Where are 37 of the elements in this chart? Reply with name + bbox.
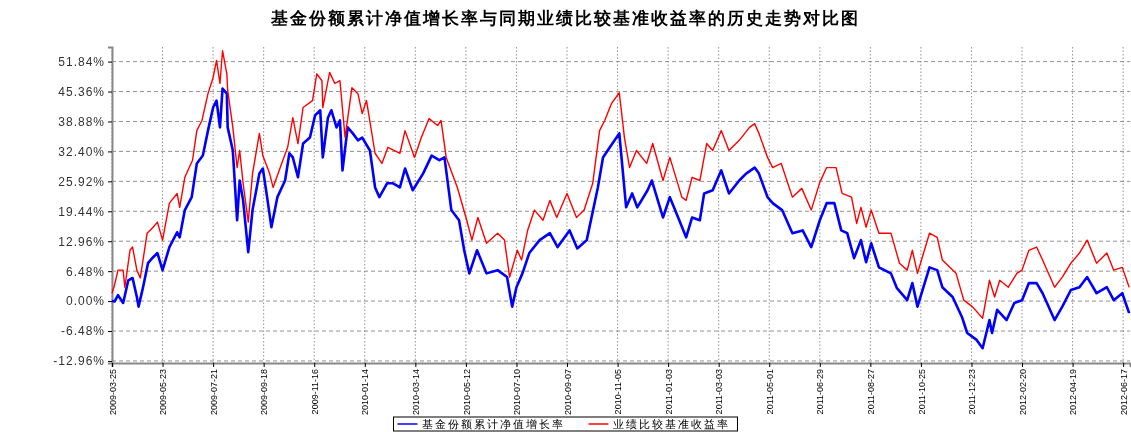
y-tick-label: 25.92% <box>58 174 105 189</box>
chart-title: 基金份额累计净值增长率与同期业绩比较基准收益率的历史走势对比图 <box>270 8 860 28</box>
x-tick-label: 2010-11-05 <box>613 369 624 415</box>
x-tick-label: 2011-05-01 <box>764 369 775 415</box>
x-tick-label: 2010-05-12 <box>461 369 472 416</box>
legend-label: 基金份额累计净值增长率 <box>421 418 565 431</box>
y-tick-label: 19.44% <box>58 204 105 219</box>
x-tick-label: 2010-09-07 <box>562 369 573 416</box>
x-tick-label: 2009-09-18 <box>259 369 270 416</box>
x-tick-label: 2011-10-25 <box>916 369 927 415</box>
line-series <box>111 50 1130 319</box>
x-tick-label: 2011-03-03 <box>714 369 725 415</box>
x-tick-label: 2012-02-20 <box>1017 369 1028 416</box>
x-tick-label: 2011-06-29 <box>815 369 826 415</box>
y-tick-label: 12.96% <box>58 234 105 249</box>
line-series <box>110 87 1131 350</box>
x-tick-label: 2012-04-19 <box>1068 369 1079 416</box>
y-tick-label: -6.48% <box>60 324 105 339</box>
y-tick-label: 38.88% <box>58 114 105 129</box>
y-tick-label: 32.40% <box>58 144 105 159</box>
x-tick-label: 2009-05-23 <box>158 369 169 416</box>
y-tick-label: -12.96% <box>53 354 105 369</box>
y-tick-label: 51.84% <box>58 54 105 69</box>
legend-label: 业绩比较基准收益率 <box>612 418 730 431</box>
x-tick-label: 2011-01-03 <box>663 369 674 415</box>
x-tick-label: 2010-03-14 <box>410 369 421 416</box>
x-tick-label: 2009-03-25 <box>107 369 118 416</box>
x-tick-label: 2012-06-17 <box>1118 369 1129 416</box>
x-tick-label: 2010-07-10 <box>512 369 523 416</box>
x-tick-label: 2009-11-16 <box>309 369 320 415</box>
x-tick-label: 2011-12-23 <box>967 369 978 415</box>
y-tick-label: 45.36% <box>58 84 105 99</box>
x-tick-label: 2010-01-14 <box>360 369 371 416</box>
x-tick-label: 2011-08-27 <box>866 369 877 415</box>
y-tick-label: 6.48% <box>65 264 105 279</box>
x-tick-label: 2009-07-21 <box>208 369 219 416</box>
y-tick-label: 0.00% <box>65 294 105 309</box>
